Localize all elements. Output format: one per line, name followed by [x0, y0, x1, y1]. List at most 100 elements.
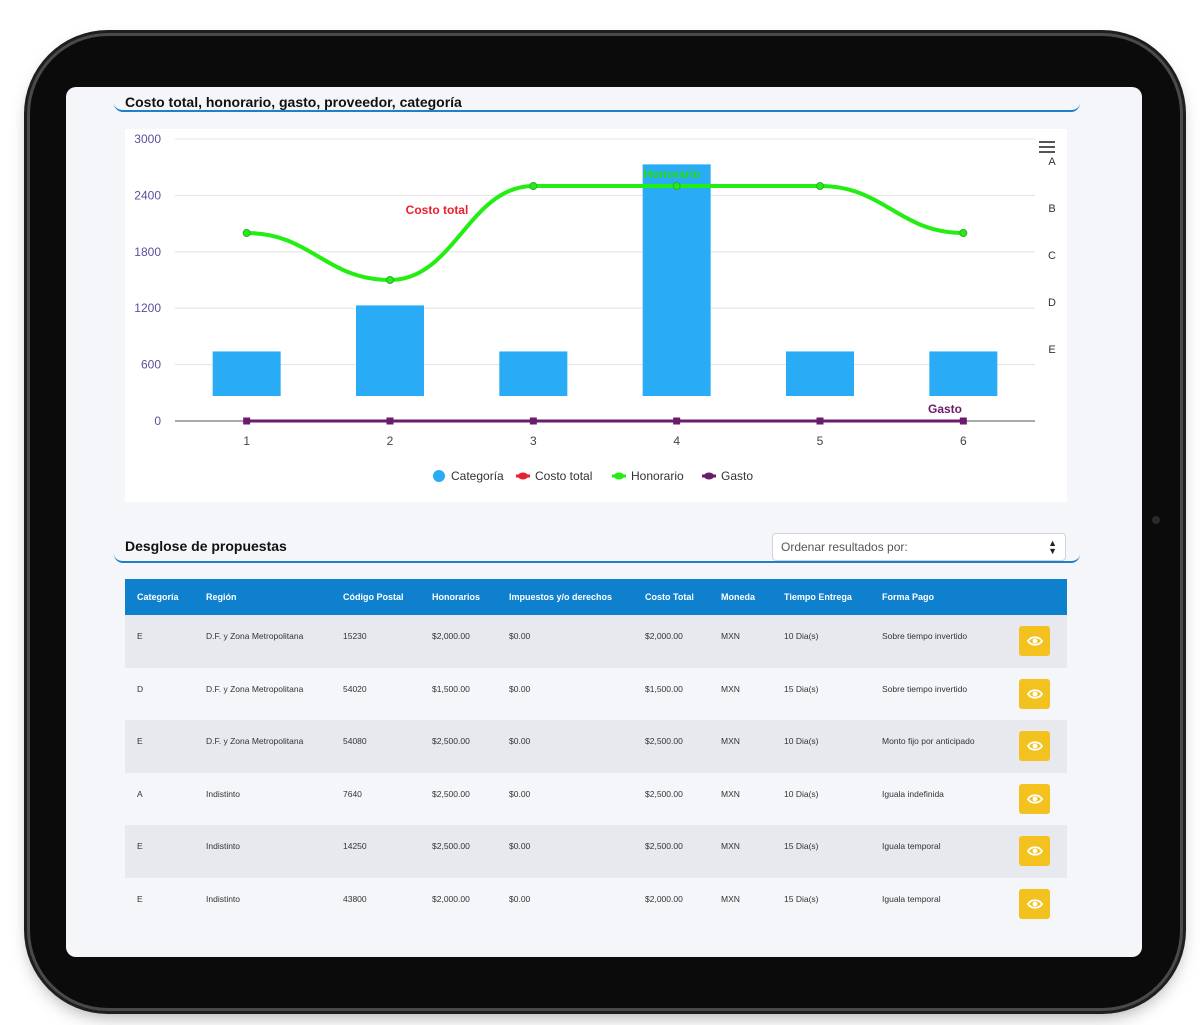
view-button[interactable]	[1019, 731, 1050, 761]
table-cell: $2,500.00	[432, 736, 470, 746]
table-cell: MXN	[721, 788, 740, 799]
column-header[interactable]: Tiempo Entrega	[784, 592, 852, 602]
x-tick-label: 3	[530, 434, 537, 448]
table-row: E D.F. y Zona Metropolitana 15230 $2,000.00…	[125, 615, 1067, 668]
table-row: E D.F. y Zona Metropolitana 54080 $2,500.00…	[125, 720, 1067, 773]
camera-dot	[1152, 516, 1160, 524]
gasto-annotation: Gasto	[928, 402, 962, 416]
table-cell: $2,000.00	[645, 631, 683, 641]
breakdown-title: Desglose de propuestas	[125, 538, 287, 554]
gasto-point	[816, 417, 824, 425]
table-row: D D.F. y Zona Metropolitana 54020 $1,500.00…	[125, 667, 1067, 720]
legend-item: Gasto	[721, 469, 753, 483]
table-cell: Sobre tiempo invertido	[882, 683, 968, 694]
column-header[interactable]: Forma Pago	[882, 592, 935, 602]
sort-caret-icon: ▲ ▼	[1048, 538, 1057, 556]
table-cell: D.F. y Zona Metropolitana	[206, 683, 304, 694]
legend-marker	[433, 470, 445, 482]
x-tick-label: 5	[817, 434, 824, 448]
column-header[interactable]: Costo Total	[645, 592, 694, 602]
table-cell: $1,500.00	[645, 683, 683, 694]
gasto-point	[386, 417, 394, 425]
chart: 0 600 1200 1800 2400 3000 1 2 3 4 5 6 A B C D E Costo …	[134, 132, 1056, 483]
proposals-table: Categoría Región Código Postal Honorarios Im…	[125, 579, 1067, 930]
y-tick-label: 1800	[134, 245, 161, 259]
view-button[interactable]	[1019, 836, 1050, 866]
legend-marker	[518, 472, 528, 480]
table-cell: 14250	[343, 841, 367, 851]
honorario-point	[959, 229, 968, 237]
table-cell: 54080	[343, 736, 367, 746]
view-button[interactable]	[1019, 888, 1050, 919]
y-tick-label: 0	[154, 414, 161, 428]
gasto-point	[529, 417, 537, 425]
column-header[interactable]: Región	[206, 592, 237, 602]
chart-section-divider	[114, 103, 1080, 112]
eye-icon	[1026, 741, 1043, 751]
view-button[interactable]	[1019, 678, 1050, 709]
table-cell: 15230	[343, 631, 367, 641]
table-cell: $2,500.00	[645, 788, 683, 799]
bar	[786, 351, 854, 396]
table-cell: A	[137, 788, 143, 799]
table-cell: $2,500.00	[432, 788, 470, 799]
table-cell: MXN	[721, 631, 740, 641]
honorario-point	[672, 182, 681, 190]
chart-panel: 0 600 1200 1800 2400 3000 1 2 3 4 5 6 A B C D E Costo …	[125, 129, 1067, 502]
table-cell: $2,500.00	[645, 841, 683, 851]
honorario-point	[242, 229, 251, 237]
sort-select-label: Ordenar resultados por:	[781, 540, 908, 554]
breakdown-divider	[114, 554, 1080, 563]
table-cell: E	[137, 841, 143, 851]
sort-select[interactable]: Ordenar resultados por: ▲ ▼	[772, 533, 1066, 561]
eye-icon	[1026, 898, 1043, 909]
x-tick-label: 4	[673, 434, 680, 448]
right-axis-label: A	[1048, 156, 1056, 168]
table-cell: E	[137, 736, 143, 746]
table-cell: $1,500.00	[432, 683, 470, 694]
costo-total-annotation: Costo total	[406, 203, 469, 217]
chart-menu-icon[interactable]	[1039, 141, 1055, 156]
table-cell: $0.00	[509, 788, 531, 799]
table-row: E Indistinto 14250 $2,500.00 $0.00 $2,500.00 M…	[125, 825, 1067, 878]
honorario-point	[529, 182, 538, 190]
legend-item: Categoría	[451, 469, 504, 483]
table-cell: Monto fijo por anticipado	[882, 736, 975, 746]
table-cell: Iguala temporal	[882, 841, 941, 851]
gasto-point	[673, 417, 681, 425]
table-cell: 7640	[343, 788, 362, 799]
view-button[interactable]	[1019, 783, 1050, 814]
honorario-point	[386, 276, 394, 284]
column-header[interactable]: Categoría	[137, 592, 179, 602]
column-header[interactable]: Impuestos y/o derechos	[509, 592, 613, 602]
table-cell: $0.00	[509, 631, 531, 641]
legend-item: Costo total	[535, 469, 592, 483]
table-cell: E	[137, 631, 143, 641]
table-cell: 15 Dia(s)	[784, 893, 819, 904]
legend-marker	[614, 472, 624, 480]
right-axis-label: D	[1048, 297, 1056, 309]
table-cell: $2,500.00	[645, 736, 683, 746]
column-header[interactable]: Moneda	[721, 592, 756, 602]
honorario-point	[816, 182, 824, 190]
view-button[interactable]	[1019, 626, 1050, 656]
x-tick-label: 6	[960, 434, 967, 448]
legend-item: Honorario	[631, 469, 684, 483]
table-cell: Sobre tiempo invertido	[882, 631, 968, 641]
table-cell: $2,000.00	[432, 631, 470, 641]
column-header[interactable]: Honorarios	[432, 592, 481, 602]
eye-icon	[1026, 846, 1043, 856]
gasto-point	[243, 417, 251, 425]
table-cell: $0.00	[509, 683, 531, 694]
column-header[interactable]: Código Postal	[343, 592, 404, 602]
table-cell: 10 Dia(s)	[784, 736, 819, 746]
table-cell: MXN	[721, 736, 740, 746]
table-cell: 10 Dia(s)	[784, 631, 819, 641]
table-cell: D.F. y Zona Metropolitana	[206, 736, 304, 746]
screen: Costo total, honorario, gasto, proveedor…	[66, 87, 1142, 957]
y-tick-label: 1200	[134, 301, 161, 315]
table-cell: E	[137, 893, 143, 904]
table-cell: 54020	[343, 683, 367, 694]
table-header: Categoría Región Código Postal Honorarios Im…	[125, 579, 1067, 615]
eye-icon	[1026, 636, 1043, 646]
